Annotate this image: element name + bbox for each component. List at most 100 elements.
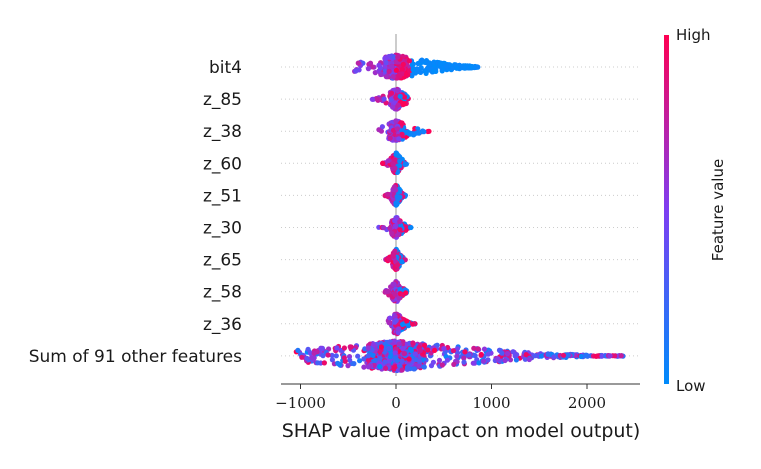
dot-row bbox=[382, 278, 410, 304]
dot bbox=[393, 93, 400, 99]
dot bbox=[385, 288, 391, 294]
dot bbox=[383, 74, 389, 80]
dot bbox=[399, 358, 405, 364]
dot bbox=[444, 357, 450, 363]
feature-labels: bit4 z_85 z_38 z_60 z_51 z_30 z_65 z_58 z_36 Sum … bbox=[29, 58, 242, 367]
dot-row bbox=[380, 150, 409, 176]
dot bbox=[471, 345, 477, 351]
dot bbox=[578, 353, 584, 360]
dot-row bbox=[293, 338, 626, 374]
dot bbox=[334, 345, 340, 351]
dot bbox=[417, 348, 423, 354]
dot bbox=[392, 248, 398, 254]
feature-label: z_36 bbox=[203, 315, 242, 335]
dot bbox=[369, 64, 375, 70]
dot bbox=[311, 350, 317, 356]
dot bbox=[390, 161, 396, 167]
feature-gridlines bbox=[281, 66, 640, 357]
dot bbox=[365, 353, 372, 359]
dot bbox=[410, 340, 416, 346]
dot bbox=[461, 359, 467, 365]
dot-row bbox=[352, 52, 481, 81]
colorbar-low-label: Low bbox=[676, 377, 706, 395]
dot bbox=[376, 62, 382, 68]
dot bbox=[392, 218, 398, 224]
dot bbox=[396, 326, 402, 332]
dot bbox=[309, 355, 315, 361]
dot bbox=[379, 124, 385, 130]
dot bbox=[393, 59, 399, 65]
dot bbox=[403, 227, 409, 233]
dot bbox=[408, 348, 414, 354]
dot bbox=[385, 158, 391, 164]
dot bbox=[430, 68, 437, 74]
dot-cloud bbox=[293, 52, 626, 374]
feature-label: z_38 bbox=[203, 122, 242, 142]
dot bbox=[481, 346, 488, 352]
dot bbox=[397, 73, 403, 79]
dot bbox=[399, 259, 405, 265]
dot bbox=[361, 356, 367, 362]
dot-row bbox=[369, 86, 411, 112]
dot bbox=[396, 341, 402, 347]
dot bbox=[478, 351, 484, 358]
dot bbox=[368, 363, 374, 369]
dot bbox=[370, 342, 376, 348]
dot bbox=[320, 353, 326, 359]
dot bbox=[454, 346, 460, 352]
dot bbox=[381, 96, 387, 102]
dot bbox=[329, 357, 335, 363]
dot bbox=[565, 352, 571, 358]
dot bbox=[341, 355, 347, 361]
dot bbox=[422, 342, 428, 348]
dot bbox=[417, 358, 423, 364]
dot bbox=[545, 351, 551, 357]
dot bbox=[495, 356, 501, 362]
dot bbox=[377, 364, 383, 370]
dot bbox=[419, 57, 425, 63]
feature-label: bit4 bbox=[209, 58, 242, 78]
dot bbox=[412, 351, 418, 357]
dot bbox=[510, 349, 516, 355]
dot bbox=[369, 96, 375, 102]
dot bbox=[307, 350, 313, 356]
dot bbox=[411, 366, 417, 372]
dot bbox=[437, 60, 443, 67]
feature-label: z_58 bbox=[203, 283, 242, 303]
dot bbox=[395, 54, 401, 60]
dot-row bbox=[376, 118, 432, 143]
dot bbox=[560, 352, 567, 358]
feature-label: Sum of 91 other features bbox=[29, 347, 242, 367]
dot bbox=[393, 187, 399, 193]
dot bbox=[372, 357, 378, 363]
dot bbox=[321, 360, 327, 366]
dot bbox=[396, 295, 402, 301]
feature-label: z_51 bbox=[203, 186, 242, 206]
dot bbox=[408, 224, 414, 231]
dot bbox=[475, 64, 481, 70]
dot bbox=[383, 365, 389, 371]
dot bbox=[418, 65, 424, 71]
dot bbox=[401, 94, 408, 100]
dot bbox=[376, 127, 382, 133]
dot bbox=[386, 320, 392, 326]
dot bbox=[387, 315, 393, 321]
dot bbox=[392, 350, 398, 356]
dot bbox=[607, 353, 613, 359]
dot bbox=[389, 90, 395, 96]
dot bbox=[420, 128, 426, 134]
dot bbox=[454, 353, 460, 359]
colorbar bbox=[664, 35, 669, 384]
dot bbox=[389, 230, 395, 237]
dot bbox=[410, 67, 416, 73]
dot bbox=[551, 354, 557, 360]
dot bbox=[402, 161, 408, 167]
dot bbox=[394, 88, 401, 94]
dot bbox=[472, 353, 478, 359]
dot bbox=[351, 361, 357, 367]
x-tick-label: 0 bbox=[391, 394, 401, 412]
dot bbox=[390, 281, 396, 287]
x-tick-label: −1000 bbox=[275, 394, 326, 412]
colorbar-title: Feature value bbox=[709, 159, 727, 261]
